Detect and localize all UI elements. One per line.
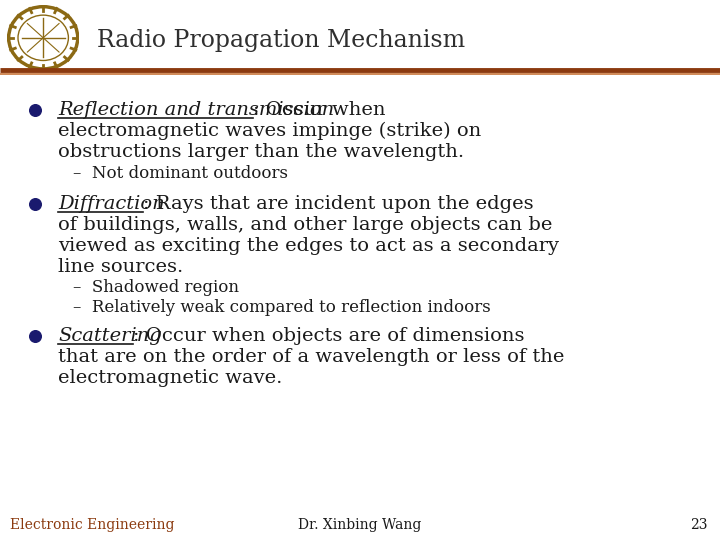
Text: that are on the order of a wavelength or less of the: that are on the order of a wavelength or… [58,348,564,366]
Text: : Occur when objects are of dimensions: : Occur when objects are of dimensions [133,327,524,345]
Text: viewed as exciting the edges to act as a secondary: viewed as exciting the edges to act as a… [58,237,559,255]
Text: –  Not dominant outdoors: – Not dominant outdoors [73,165,288,181]
Text: : Occur when: : Occur when [253,101,385,119]
Text: Radio Propagation Mechanism: Radio Propagation Mechanism [97,29,465,52]
Text: electromagnetic waves impinge (strike) on: electromagnetic waves impinge (strike) o… [58,122,481,140]
Text: –  Shadowed region: – Shadowed region [73,280,239,296]
Point [30,332,41,340]
Point [30,200,41,208]
Text: line sources.: line sources. [58,258,184,276]
Text: –  Relatively weak compared to reflection indoors: – Relatively weak compared to reflection… [73,299,491,315]
Text: Reflection and transmission: Reflection and transmission [58,101,334,119]
Text: electromagnetic wave.: electromagnetic wave. [58,369,282,387]
Text: Diffraction: Diffraction [58,195,165,213]
Text: 23: 23 [690,518,708,532]
Point [30,106,41,114]
Text: Dr. Xinbing Wang: Dr. Xinbing Wang [298,518,422,532]
Text: : Rays that are incident upon the edges: : Rays that are incident upon the edges [143,195,534,213]
Text: obstructions larger than the wavelength.: obstructions larger than the wavelength. [58,143,464,161]
Text: of buildings, walls, and other large objects can be: of buildings, walls, and other large obj… [58,216,552,234]
Text: Scattering: Scattering [58,327,162,345]
Text: Electronic Engineering: Electronic Engineering [10,518,174,532]
